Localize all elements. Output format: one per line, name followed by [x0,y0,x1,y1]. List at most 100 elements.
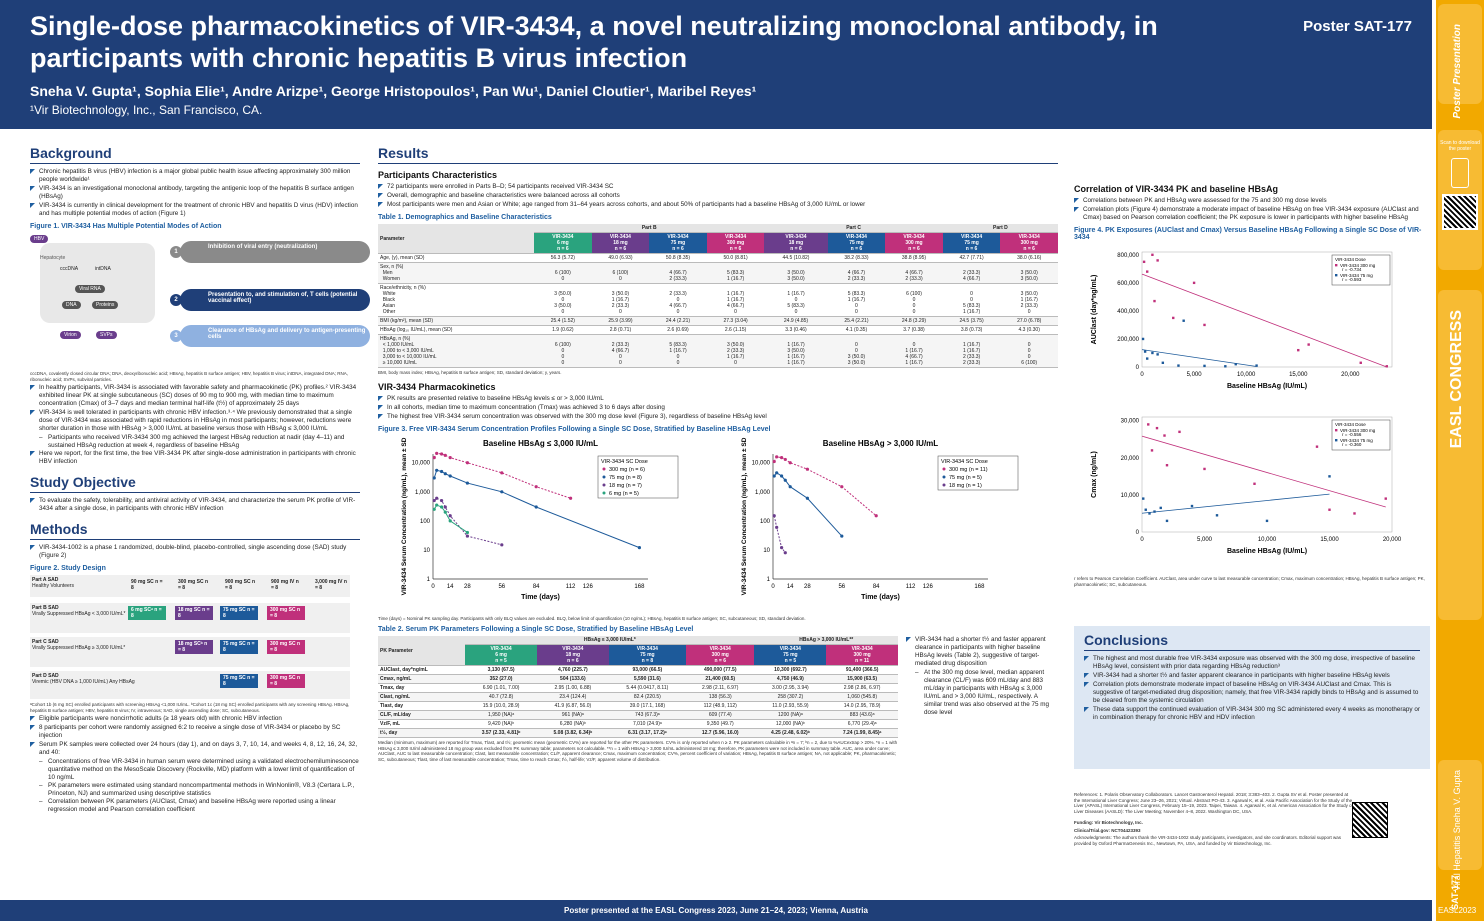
cohort-box: 75 mg SC n = 8 [220,674,258,688]
x-tick-label: 126 [923,584,934,590]
table-cell: 5 (83.3) 1 (16.7) 0 0 [649,334,707,368]
table-cell: 0 0 3 (50.0) 3 (50.0) [827,334,886,368]
author-list: Sneha V. Gupta¹, Sophia Elie¹, Andre Ari… [30,83,757,99]
data-point [1203,467,1206,471]
auc-scatter-chart: 0 200,000 400,000 600,000 800,000 0 5,000 10,00… [1091,251,1393,390]
data-point [1156,353,1159,356]
bg-bullet: VIR-3434 is well tolerated in participan… [30,409,360,433]
x-axis-label: Time (days) [521,594,560,601]
bg-bullet: Here we report, for the first time, the … [30,450,360,466]
x-tick-label: 14 [447,584,454,590]
pk-chart-high-hbsag: Baseline HBsAg > 3,000 IU/mL 1 10 100 1,000 1… [741,437,1019,601]
legend-label: VIR-3434 75 mg [1340,438,1373,443]
hbv-label: HBV [30,235,49,243]
table-cell: 2.98 (2.11, 6.97) [685,683,755,693]
part-desc: Healthy Volunteers [32,583,74,589]
qr-code-icon[interactable] [1442,194,1478,230]
data-point [805,496,809,500]
cohort-box: 3,000 mg IV n = 8 [315,579,347,591]
table-col-header: VIR-3434 300 mg n = 6 [1000,232,1058,254]
legend-label: VIR-3434 300 mg [1340,263,1376,268]
legend-label: 18 mg (n = 1) [949,483,982,489]
data-point [1203,323,1206,327]
table-col-header: VIR-3434 300 mg n = 11 [826,644,898,666]
intdna-label: intDNA [95,266,111,272]
poster-title: Single-dose pharmacokinetics of VIR-3434… [30,11,1158,73]
y-tick-label: 0 [1136,530,1140,536]
table-cell: 4.1 (0.35) [827,325,886,335]
table-cell: 2.98 (2.86, 6.97) [826,683,898,693]
table-cell: CL/F, mL/day [378,710,466,720]
data-point [1172,316,1175,320]
sat-label: SAT-177 [1450,875,1460,910]
legend-title: VIR-3434 SC Dose [601,459,648,465]
table-2-note: Median (minimum, maximum) are reported f… [378,740,898,762]
data-point [637,545,641,549]
session-card: Viral Hepatitis Sneha V. Gupta [1438,760,1482,891]
pk-bullet: The highest free VIR-3434 serum concentr… [378,413,1058,421]
table-cell: 27.3 (3.04) [706,316,765,326]
table-cell: 1 (16.7) 3 (50.0) 1 (16.7) 1 (16.7) [764,334,828,368]
data-point [440,504,444,509]
table-col-header: VIR-3434 18 mg n = 6 [536,644,609,666]
plot-frame [1141,416,1393,533]
pk-bullet: In all cohorts, median time to maximum c… [378,404,1058,412]
virion-label: Virion [60,331,81,339]
table-cell: 2.8 (0.71) [591,325,650,335]
data-point [1146,270,1149,273]
x-tick-label: 5,000 [1187,372,1203,378]
figure-1-diagram: HBV Hepatocyte cccDNA intDNA Viral RNA D… [30,233,370,369]
y-axis-label: VIR-3434 Serum Concentration (ng/mL), me… [741,437,748,595]
table-cell: 3 (50.0) 3 (50.0) [1000,262,1058,284]
legend-label: 75 mg (n = 8) [609,475,642,481]
table-group-header: Part C [764,224,943,233]
table-cell: Cmax, ng/mL [378,674,466,684]
objective-heading: Study Objective [30,474,360,493]
series-line [773,471,843,536]
data-point [1148,512,1151,515]
y-tick-label: 20,000 [1121,456,1140,462]
table-col-header: VIR-3434 300 mg n = 6 [685,644,755,666]
data-point [1163,434,1166,437]
table-cell: Age, (y), mean (SD) [378,253,535,263]
download-card[interactable]: Scan to download the poster [1438,130,1482,270]
qr-code-icon[interactable] [1352,802,1388,838]
table-cell: 93,000 (66.5) [608,665,686,675]
data-point [772,513,776,517]
table-cell: 24.5 (3.75) [942,316,1001,326]
table-group-header: HBsAg > 3,000 IU/mL** [754,636,898,645]
table-group-header: Part D [942,224,1058,233]
methods-sub-bullet: Correlation between PK parameters (AUCla… [30,798,360,814]
table-cell: 2.6 (1.15) [706,325,765,335]
cohort-box: 18 mg SCᵇ n = 8 [175,640,213,654]
legend-title: VIR-3434 SC Dose [941,459,988,465]
table-cell: 5 (83.3) 1 (16.7) 0 0 [827,283,886,317]
data-point [1203,364,1206,368]
cohort-box: 900 mg SC n = 8 [225,579,256,591]
table-cell: 38.8 (8.95) [885,253,943,263]
table-1-note: BMI, body mass index; HBsAg, hepatitis B… [378,370,562,375]
table-cell: 112 (48.9, 112) [685,701,755,711]
data-point [443,471,447,475]
table-cell: 883 (43.6)ᵃ [826,710,898,720]
table-cell: 1200 (NA)ᵃ [754,710,827,720]
bg-bullet: In healthy participants, VIR-3434 is ass… [30,384,360,408]
data-point [1151,351,1154,355]
y-tick-label: 10,000 [752,460,771,466]
table-row: HBsAg, n (%) < 1,000 IU/mL 1,000 to < 3,… [378,334,1058,368]
table-cell: 4 (66.7) 2 (33.3) [885,262,943,284]
correlation-bullet: Correlations between PK and HBsAg were a… [1074,197,1430,205]
table-cell: 24.4 (2.21) [649,316,707,326]
legend-label: VIR-3434 75 mg [1340,273,1373,278]
table-cell: 1,950 (NA)ᵃ [465,710,537,720]
clinical-trial: ClinicalTrial.gov: NCT04423393 [1074,827,1141,833]
conclusion-bullet: VIR-3434 had a shorter t½ and faster app… [1084,672,1420,680]
cohort-box: 300 mg SC n = 8 [267,606,305,620]
table-cell: 11.0 (2.93, 55.9) [754,701,827,711]
bg-bullet: VIR-3434 is currently in clinical develo… [30,202,360,218]
table-cell: Tlast, day [378,701,466,711]
legend-box [937,455,1019,490]
table-cell: 0 0 5 (83.3) 1 (16.7) [942,283,1001,317]
data-point [788,484,792,488]
data-point [569,496,573,500]
